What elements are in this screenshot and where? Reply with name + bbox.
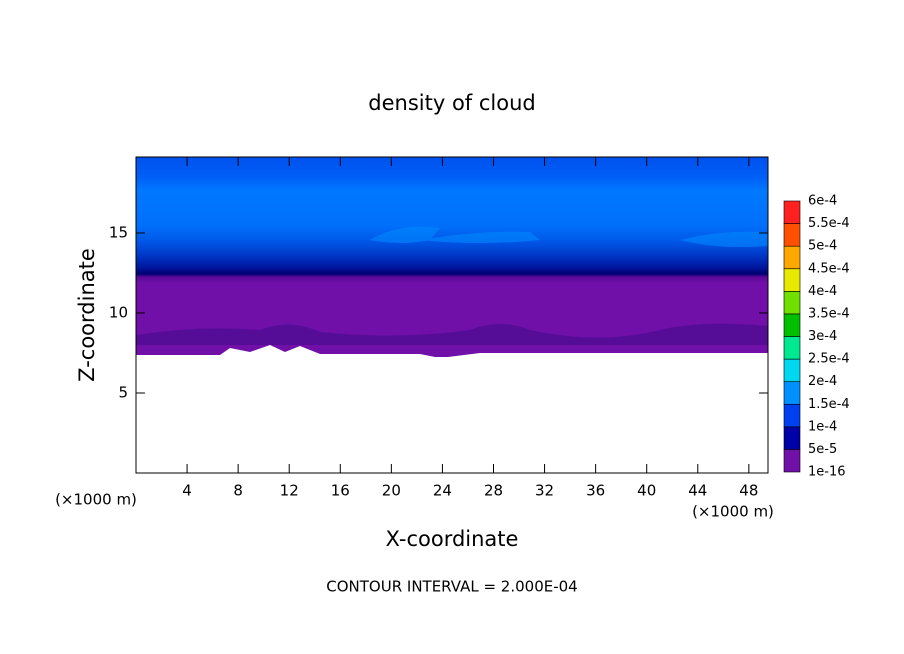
colorbar-label: 4.5e-4 bbox=[808, 261, 850, 276]
colorbar-segment bbox=[783, 313, 801, 337]
colorbar-segment bbox=[783, 403, 801, 428]
colorbar-segment bbox=[783, 200, 801, 224]
colorbar-label: 3.5e-4 bbox=[808, 306, 850, 321]
colorbar-label: 1e-16 bbox=[808, 465, 846, 480]
y-unit: (×1000 m) bbox=[55, 491, 137, 509]
y-axis-label: Z-coordinate bbox=[75, 248, 99, 382]
colorbar-label: 1e-4 bbox=[808, 419, 837, 434]
x-axis-label: X-coordinate bbox=[386, 527, 519, 551]
colorbar-segment bbox=[783, 449, 801, 473]
colorbar-segment bbox=[783, 336, 801, 360]
colorbar-segment bbox=[783, 291, 801, 315]
x-tick-label: 4 bbox=[182, 482, 192, 500]
y-tick-label: 15 bbox=[109, 224, 128, 242]
x-tick-label: 44 bbox=[688, 482, 707, 500]
footer-note: CONTOUR INTERVAL = 2.000E-04 bbox=[326, 578, 577, 596]
colorbar-segment bbox=[783, 358, 801, 382]
colorbar-label: 1.5e-4 bbox=[808, 397, 850, 412]
x-tick-label: 16 bbox=[331, 482, 350, 500]
colorbar-label: 5e-4 bbox=[808, 239, 837, 254]
colorbar-label: 5.5e-4 bbox=[808, 216, 850, 231]
colorbar-segment bbox=[783, 223, 801, 247]
contour-field bbox=[136, 157, 768, 473]
colorbar-segment bbox=[783, 268, 801, 292]
colorbar-segment bbox=[783, 426, 801, 450]
x-tick-label: 24 bbox=[433, 482, 452, 500]
colorbar-label: 6e-4 bbox=[808, 194, 837, 209]
x-tick-label: 28 bbox=[484, 482, 503, 500]
colorbar-label: 2e-4 bbox=[808, 374, 837, 389]
y-tick-label: 10 bbox=[109, 304, 128, 322]
chart-title: density of cloud bbox=[368, 91, 535, 115]
x-tick-label: 40 bbox=[637, 482, 656, 500]
colorbar-segment bbox=[783, 245, 801, 270]
x-tick-label: 32 bbox=[535, 482, 554, 500]
plot-frame bbox=[135, 156, 769, 474]
x-tick-label: 48 bbox=[739, 482, 758, 500]
colorbar-segment bbox=[783, 381, 801, 405]
y-tick-label: 5 bbox=[118, 384, 128, 402]
colorbar-label: 4e-4 bbox=[808, 284, 837, 299]
x-tick-label: 12 bbox=[280, 482, 299, 500]
colorbar-label: 3e-4 bbox=[808, 329, 837, 344]
colorbar-label: 2.5e-4 bbox=[808, 352, 850, 367]
colorbar-label: 5e-5 bbox=[808, 442, 837, 457]
x-tick-label: 20 bbox=[382, 482, 401, 500]
x-tick-label: 8 bbox=[233, 482, 243, 500]
x-tick-label: 36 bbox=[586, 482, 605, 500]
x-unit: (×1000 m) bbox=[692, 503, 774, 521]
